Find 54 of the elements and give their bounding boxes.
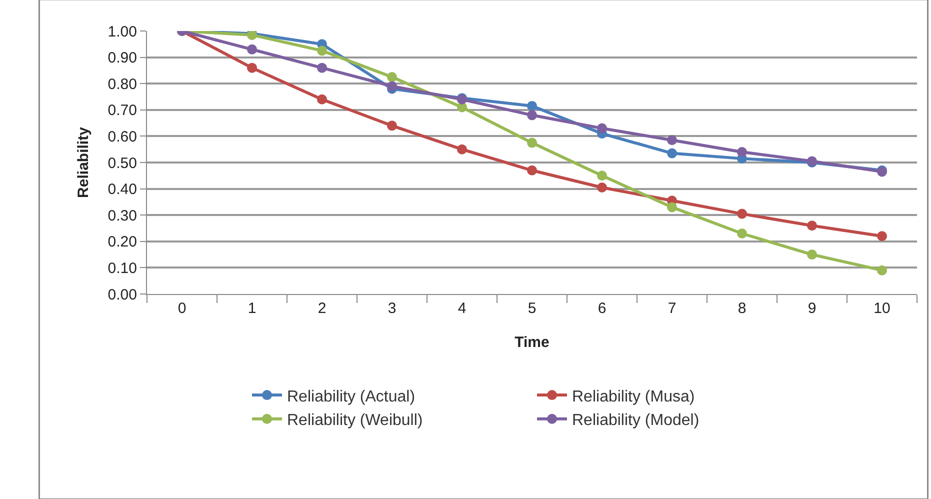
point: [457, 144, 467, 154]
y-tick-label: 1.00: [108, 23, 137, 40]
y-axis-title: Reliability: [75, 126, 92, 198]
y-tick-label: 0.60: [108, 128, 137, 146]
point: [247, 62, 257, 73]
x-tick-label: 1: [248, 300, 256, 317]
y-tick-label: 0.80: [108, 76, 137, 93]
point: [737, 208, 747, 219]
x-tick-label: 2: [318, 300, 326, 317]
point: [317, 94, 327, 104]
point: [527, 165, 537, 176]
point: [597, 170, 607, 181]
y-tick-label: 0.10: [108, 260, 137, 277]
x-tick-label: 4: [458, 300, 466, 317]
legend-label: Reliability (Actual): [287, 388, 416, 406]
y-tick-label: 0.70: [108, 102, 137, 120]
y-tick-label: 0.00: [108, 286, 137, 304]
legend-label: Reliability (Musa): [572, 388, 695, 406]
y-tick-label: 0.40: [108, 181, 137, 198]
point: [667, 148, 677, 158]
y-tick-label: 0.20: [108, 234, 137, 251]
point: [317, 62, 327, 73]
point: [807, 220, 817, 231]
y-tick-label: 0.90: [108, 50, 137, 67]
point: [877, 265, 887, 276]
point: [387, 72, 397, 82]
x-tick-label: 0: [178, 300, 186, 317]
x-axis-title: Time: [514, 334, 550, 351]
x-tick-label: 6: [598, 300, 606, 317]
x-tick-label: 10: [874, 300, 890, 317]
point: [597, 182, 607, 192]
legend-label: Reliability (Weibull): [287, 412, 423, 430]
x-tick-label: 8: [738, 300, 746, 317]
point: [247, 44, 257, 54]
point: [737, 146, 747, 157]
point: [527, 110, 537, 120]
y-tick-label: 0.50: [108, 154, 137, 172]
point: [667, 202, 677, 212]
point: [597, 123, 607, 134]
x-tick-label: 3: [388, 300, 396, 317]
x-tick-label: 9: [808, 300, 816, 317]
x-tick-label: 5: [528, 300, 536, 317]
y-tick-label: 0.30: [108, 207, 137, 224]
point: [387, 120, 397, 131]
legend-label: Reliability (Model): [572, 412, 700, 430]
point: [667, 135, 677, 146]
point: [807, 250, 817, 260]
point: [527, 100, 537, 111]
point: [877, 231, 887, 242]
point: [527, 138, 537, 148]
point: [387, 81, 397, 92]
point: [317, 46, 327, 56]
x-tick-label: 7: [668, 300, 676, 317]
point: [737, 228, 747, 239]
